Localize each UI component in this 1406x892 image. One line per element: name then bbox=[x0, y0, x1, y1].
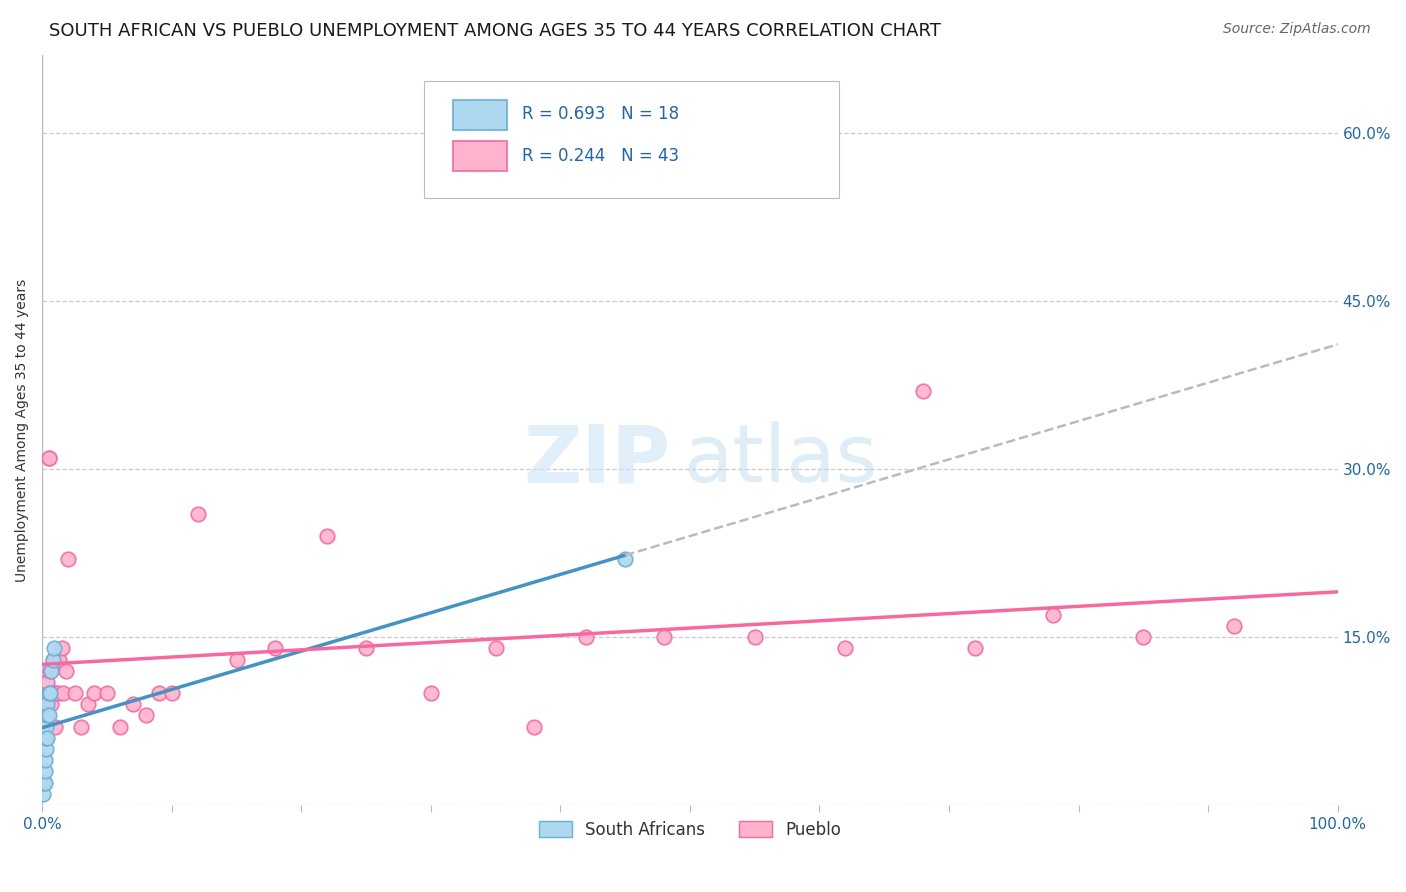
Point bbox=[34, 775, 56, 789]
Point bbox=[187, 507, 209, 521]
Point bbox=[38, 708, 60, 723]
Point bbox=[39, 664, 62, 678]
Point bbox=[523, 720, 546, 734]
Point bbox=[56, 551, 79, 566]
Point bbox=[108, 720, 131, 734]
Point bbox=[41, 652, 63, 666]
Point bbox=[834, 641, 856, 656]
Text: atlas: atlas bbox=[683, 421, 877, 499]
Point bbox=[83, 686, 105, 700]
Point bbox=[41, 652, 63, 666]
Point bbox=[160, 686, 183, 700]
Point bbox=[37, 674, 59, 689]
Point bbox=[38, 451, 60, 466]
Point bbox=[34, 764, 56, 779]
Point bbox=[39, 698, 62, 712]
Point bbox=[48, 652, 70, 666]
Point bbox=[963, 641, 986, 656]
Point bbox=[39, 686, 62, 700]
Text: SOUTH AFRICAN VS PUEBLO UNEMPLOYMENT AMONG AGES 35 TO 44 YEARS CORRELATION CHART: SOUTH AFRICAN VS PUEBLO UNEMPLOYMENT AMO… bbox=[49, 22, 941, 40]
FancyBboxPatch shape bbox=[453, 141, 508, 171]
Point bbox=[46, 686, 69, 700]
Point bbox=[38, 451, 60, 466]
Point bbox=[70, 720, 93, 734]
Point bbox=[34, 753, 56, 767]
Point bbox=[42, 641, 65, 656]
Point bbox=[35, 742, 58, 756]
Legend: South Africans, Pueblo: South Africans, Pueblo bbox=[531, 814, 848, 846]
Point bbox=[38, 686, 60, 700]
Point bbox=[32, 787, 55, 801]
Point bbox=[52, 686, 75, 700]
FancyBboxPatch shape bbox=[425, 81, 839, 198]
Point bbox=[1132, 630, 1154, 644]
Point bbox=[51, 641, 73, 656]
Point bbox=[614, 551, 637, 566]
Point bbox=[55, 664, 77, 678]
Point bbox=[96, 686, 118, 700]
Point bbox=[44, 720, 66, 734]
Point bbox=[39, 664, 62, 678]
Point bbox=[316, 529, 339, 543]
Point bbox=[37, 698, 59, 712]
Point bbox=[744, 630, 766, 644]
FancyBboxPatch shape bbox=[453, 100, 508, 130]
Point bbox=[122, 698, 145, 712]
Text: R = 0.244   N = 43: R = 0.244 N = 43 bbox=[522, 146, 679, 165]
Point bbox=[35, 731, 58, 745]
Point bbox=[44, 686, 66, 700]
Point bbox=[225, 652, 247, 666]
Text: R = 0.693   N = 18: R = 0.693 N = 18 bbox=[522, 104, 679, 122]
Point bbox=[1223, 619, 1246, 633]
Text: ZIP: ZIP bbox=[523, 421, 671, 499]
Text: Source: ZipAtlas.com: Source: ZipAtlas.com bbox=[1223, 22, 1371, 37]
Point bbox=[37, 708, 59, 723]
Point bbox=[912, 384, 935, 398]
Point bbox=[148, 686, 170, 700]
Point bbox=[32, 775, 55, 789]
Point bbox=[37, 731, 59, 745]
Point bbox=[1042, 607, 1064, 622]
Point bbox=[42, 686, 65, 700]
Point bbox=[264, 641, 287, 656]
Point bbox=[354, 641, 377, 656]
Point bbox=[135, 708, 157, 723]
Point bbox=[652, 630, 675, 644]
Y-axis label: Unemployment Among Ages 35 to 44 years: Unemployment Among Ages 35 to 44 years bbox=[15, 278, 30, 582]
Point bbox=[63, 686, 86, 700]
Point bbox=[419, 686, 441, 700]
Point bbox=[76, 698, 98, 712]
Point bbox=[484, 641, 506, 656]
Point bbox=[35, 664, 58, 678]
Point bbox=[575, 630, 598, 644]
Point bbox=[35, 720, 58, 734]
